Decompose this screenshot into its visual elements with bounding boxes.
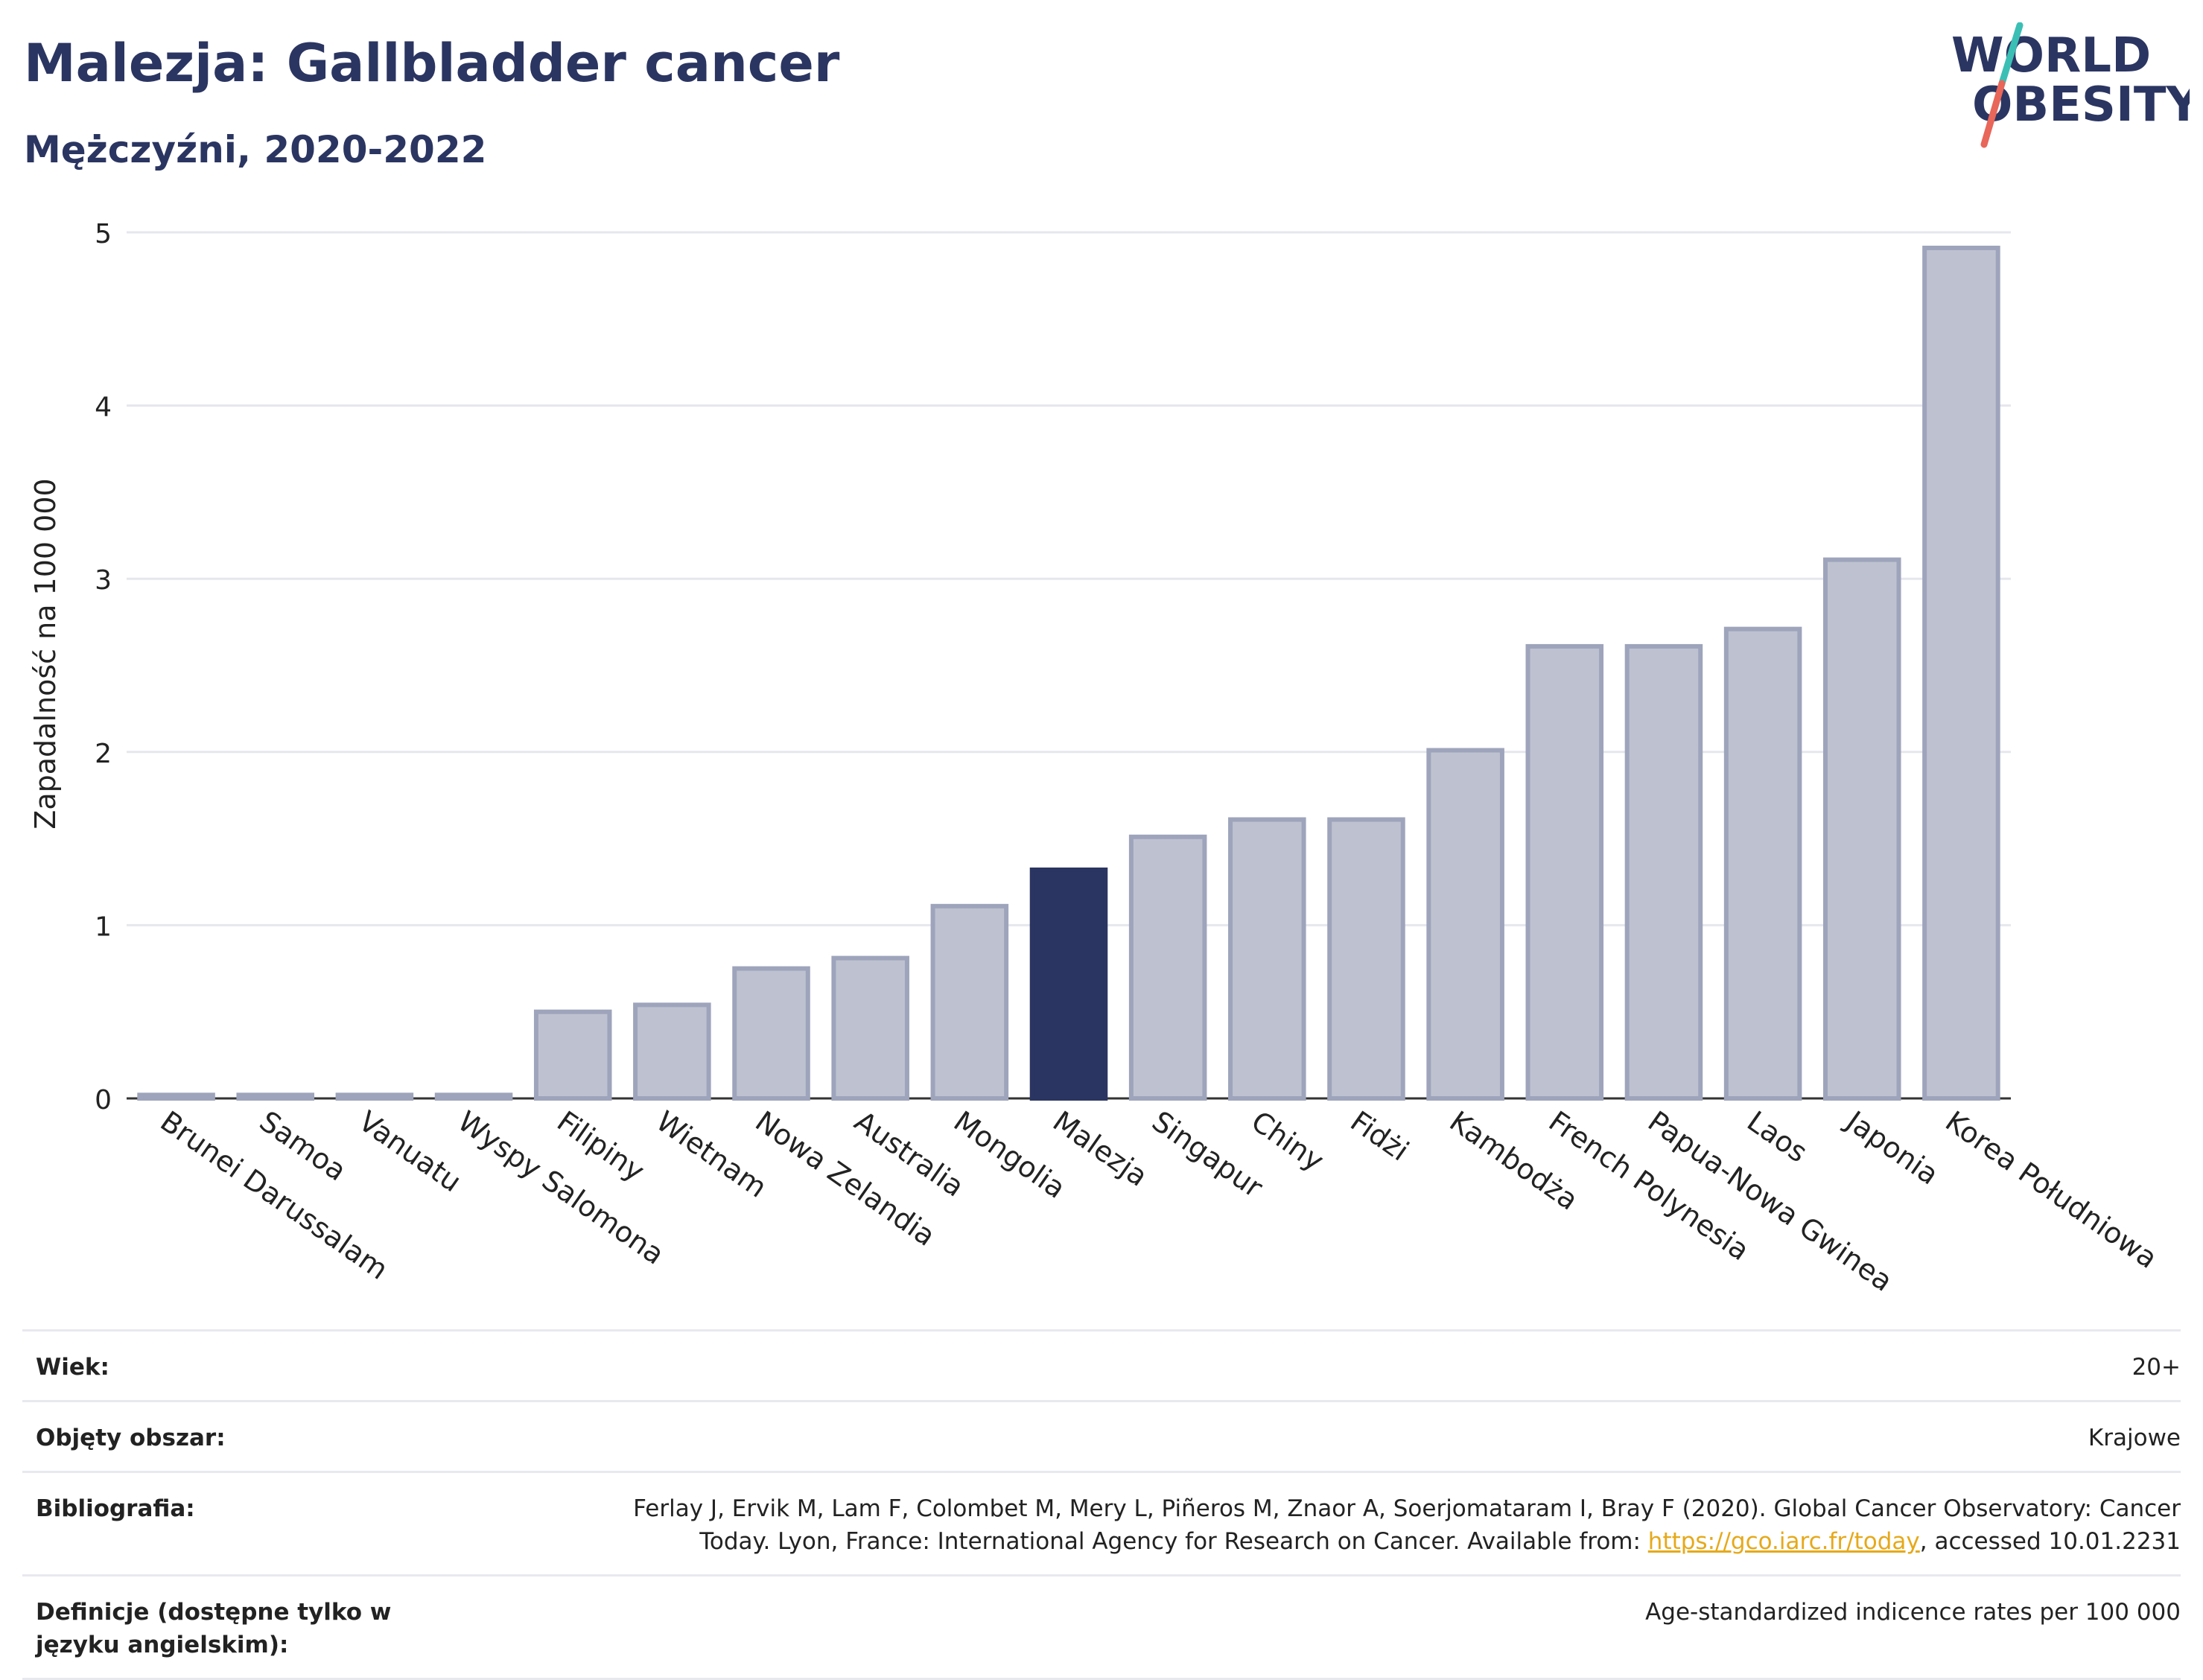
area-value: Krajowe [483,1400,2181,1472]
world-obesity-logo: WORLD OBESITY [1951,22,2190,148]
x-tick-label: Wietnam [650,1104,772,1204]
logo-slash-teal [1998,22,2024,87]
page-subtitle: Mężczyźni, 2020-2022 [24,128,487,171]
bars [137,245,2000,1101]
bar-wyspy-salomona [434,1092,513,1101]
bar-vanuatu [335,1092,414,1101]
definitions-label: Definicje (dostępne tylko w języku angie… [22,1574,483,1680]
bar-japonia [1822,557,1901,1101]
bar-filipiny [533,1009,612,1101]
x-tick-label: Mongolia [948,1104,1072,1205]
x-tick-label: Chiny [1245,1104,1330,1177]
bar-malezja [1029,867,1108,1101]
info-row-definitions: Definicje (dostępne tylko w języku angie… [22,1574,2181,1680]
bar-kambodża [1426,748,1504,1101]
info-table: Wiek: 20+ Objęty obszar: Krajowe Bibliog… [22,1329,2181,1680]
logo-slash-red [1980,80,2006,148]
bibliography-line2-pre: Today. Lyon, France: International Agenc… [699,1528,1648,1555]
x-tick-label: Singapur [1146,1104,1269,1204]
logo-word-obesity: OBESITY [1972,77,2190,133]
bar-brunei-darussalam [137,1092,215,1101]
x-tick-label: Korea Południowa [1939,1104,2163,1275]
bar-fidżi [1327,817,1405,1101]
x-tick-label: Laos [1741,1104,1813,1168]
x-tick-label: Fidżi [1344,1104,1414,1167]
info-row-area: Objęty obszar: Krajowe [22,1400,2181,1472]
info-row-age: Wiek: 20+ [22,1329,2181,1401]
bar-australia [831,955,909,1101]
y-tick-label: 4 [95,392,112,423]
bar-chiny [1228,817,1306,1101]
logo-word-world: WORLD [1951,28,2151,83]
info-row-bibliography: Bibliografia: Ferlay J, Ervik M, Lam F, … [22,1471,2181,1576]
y-tick-label: 5 [95,219,112,249]
bar-korea-południowa [1922,245,2000,1101]
bibliography-link[interactable]: https://gco.iarc.fr/today [1647,1528,1920,1555]
y-tick-label: 2 [95,739,112,769]
age-label: Wiek: [22,1329,483,1401]
y-tick-label: 1 [95,911,112,942]
area-label: Objęty obszar: [22,1400,483,1472]
age-value: 20+ [483,1329,2181,1401]
bar-mongolia [930,903,1009,1101]
bibliography-line2-post: , accessed 10.01.2231 [1919,1528,2181,1555]
bar-singapur [1128,834,1207,1101]
bibliography-label: Bibliografia: [22,1471,483,1576]
bar-papua-nowa-gwinea [1624,643,1703,1101]
bar-nowa-zelandia [732,966,810,1101]
bar-wietnam [633,1002,711,1101]
x-tick-label: Nowa Zelandia [749,1104,941,1253]
bar-laos [1723,626,1802,1101]
bar-french-polynesia [1525,643,1604,1101]
page-title: Malezja: Gallbladder cancer [24,33,840,94]
definitions-value: Age-standardized indicence rates per 100… [483,1574,2181,1680]
y-tick-label: 0 [95,1085,112,1116]
y-axis-ticks: 0 1 2 3 4 5 [95,219,112,1116]
bibliography-line1: Ferlay J, Ervik M, Lam F, Colombet M, Me… [633,1495,2181,1522]
x-tick-label: Vanuatu [353,1104,468,1198]
bar-samoa [236,1092,315,1101]
x-tick-label: Japonia [1839,1104,1944,1191]
bibliography-value: Ferlay J, Ervik M, Lam F, Colombet M, Me… [483,1471,2181,1576]
y-tick-label: 3 [95,565,112,596]
y-axis-label: Zapadalność na 100 000 [29,478,62,829]
